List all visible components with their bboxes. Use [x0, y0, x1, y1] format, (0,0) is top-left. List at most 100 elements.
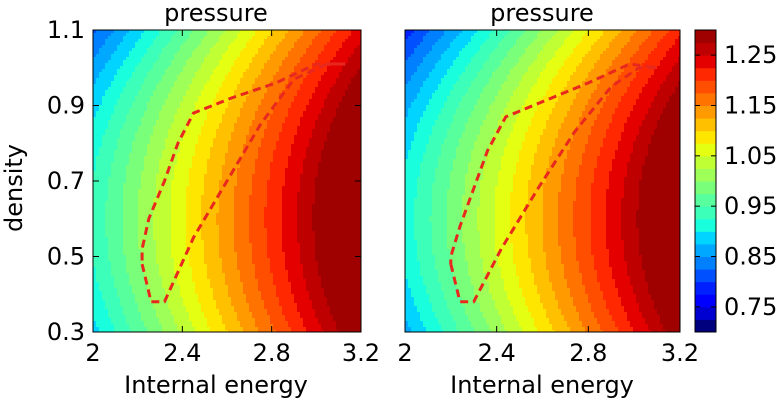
contour-cell [216, 300, 220, 304]
contour-cell [225, 141, 229, 145]
contour-cell [141, 135, 145, 139]
contour-cell [141, 321, 145, 325]
contour-cell [153, 51, 157, 55]
contour-cell [144, 33, 148, 37]
contour-cell [201, 63, 205, 67]
contour-cell [186, 324, 190, 328]
contour-cell [144, 327, 148, 331]
contour-cell [120, 87, 124, 91]
contour-cell [105, 129, 109, 133]
contour-cell [198, 267, 202, 271]
contour-cell [186, 45, 190, 49]
contour-cell [183, 285, 187, 289]
contour-cell [138, 327, 142, 331]
contour-cell [213, 279, 217, 283]
contour-cell [141, 192, 145, 196]
contour-cell [150, 105, 154, 109]
contour-cell [96, 117, 100, 121]
contour-cell [168, 63, 172, 67]
contour-cell [177, 264, 181, 268]
contour-cell [228, 180, 232, 184]
contour-cell [108, 273, 112, 277]
contour-cell [150, 276, 154, 280]
contour-cell [210, 303, 214, 307]
contour-cell [159, 33, 163, 37]
contour-cell [114, 255, 118, 259]
contour-cell [168, 243, 172, 247]
contour-cell [228, 135, 232, 139]
contour-cell [120, 171, 124, 175]
contour-cell [96, 297, 100, 301]
contour-cell [123, 216, 127, 220]
contour-cell [171, 186, 175, 190]
contour-cell [129, 132, 133, 136]
contour-cell [156, 306, 160, 310]
contour-cell [147, 111, 151, 115]
contour-cell [183, 135, 187, 139]
contour-cell [222, 108, 226, 112]
contour-cell [207, 285, 211, 289]
contour-cell [93, 120, 97, 124]
contour-cell [156, 315, 160, 319]
contour-cell [147, 282, 151, 286]
contour-cell [111, 69, 115, 73]
contour-cell [102, 135, 106, 139]
contour-cell [102, 237, 106, 241]
contour-cell [201, 270, 205, 274]
contour-cell [225, 267, 229, 271]
contour-cell [141, 117, 145, 121]
contour-cell [219, 150, 223, 154]
contour-cell [141, 54, 145, 58]
contour-cell [111, 291, 115, 295]
contour-cell [186, 243, 190, 247]
contour-cell [195, 285, 199, 289]
contour-cell [141, 246, 145, 250]
contour-cell [132, 57, 136, 61]
contour-cell [207, 240, 211, 244]
contour-cell [171, 243, 175, 247]
contour-cell [117, 186, 121, 190]
contour-cell [129, 105, 133, 109]
contour-cell [135, 300, 139, 304]
contour-cell [156, 150, 160, 154]
contour-cell [177, 108, 181, 112]
contour-cell [174, 228, 178, 232]
contour-cell [117, 120, 121, 124]
contour-cell [228, 147, 232, 151]
contour-cell [147, 321, 151, 325]
contour-cell [216, 240, 220, 244]
contour-cell [234, 315, 238, 319]
contour-cell [120, 141, 124, 145]
contour-cell [234, 219, 238, 223]
contour-cell [120, 180, 124, 184]
contour-cell [174, 279, 178, 283]
contour-cell [111, 84, 115, 88]
contour-cell [156, 66, 160, 70]
contour-cell [168, 276, 172, 280]
contour-cell [234, 30, 238, 34]
contour-cell [123, 321, 127, 325]
contour-cell [126, 126, 130, 130]
contour-cell [93, 99, 97, 103]
contour-cell [132, 63, 136, 67]
contour-cell [111, 168, 115, 172]
contour-cell [198, 192, 202, 196]
contour-cell [216, 78, 220, 82]
contour-cell [132, 96, 136, 100]
contour-cell [228, 39, 232, 43]
contour-cell [210, 111, 214, 115]
contour-cell [108, 72, 112, 76]
contour-cell [162, 315, 166, 319]
contour-cell [204, 165, 208, 169]
contour-cell [126, 114, 130, 118]
contour-cell [198, 165, 202, 169]
contour-cell [135, 162, 139, 166]
contour-cell [123, 66, 127, 70]
contour-cell [108, 192, 112, 196]
contour-cell [174, 171, 178, 175]
contour-cell [96, 267, 100, 271]
contour-cell [219, 303, 223, 307]
contour-cell [207, 297, 211, 301]
contour-cell [159, 297, 163, 301]
contour-cell [99, 327, 103, 331]
